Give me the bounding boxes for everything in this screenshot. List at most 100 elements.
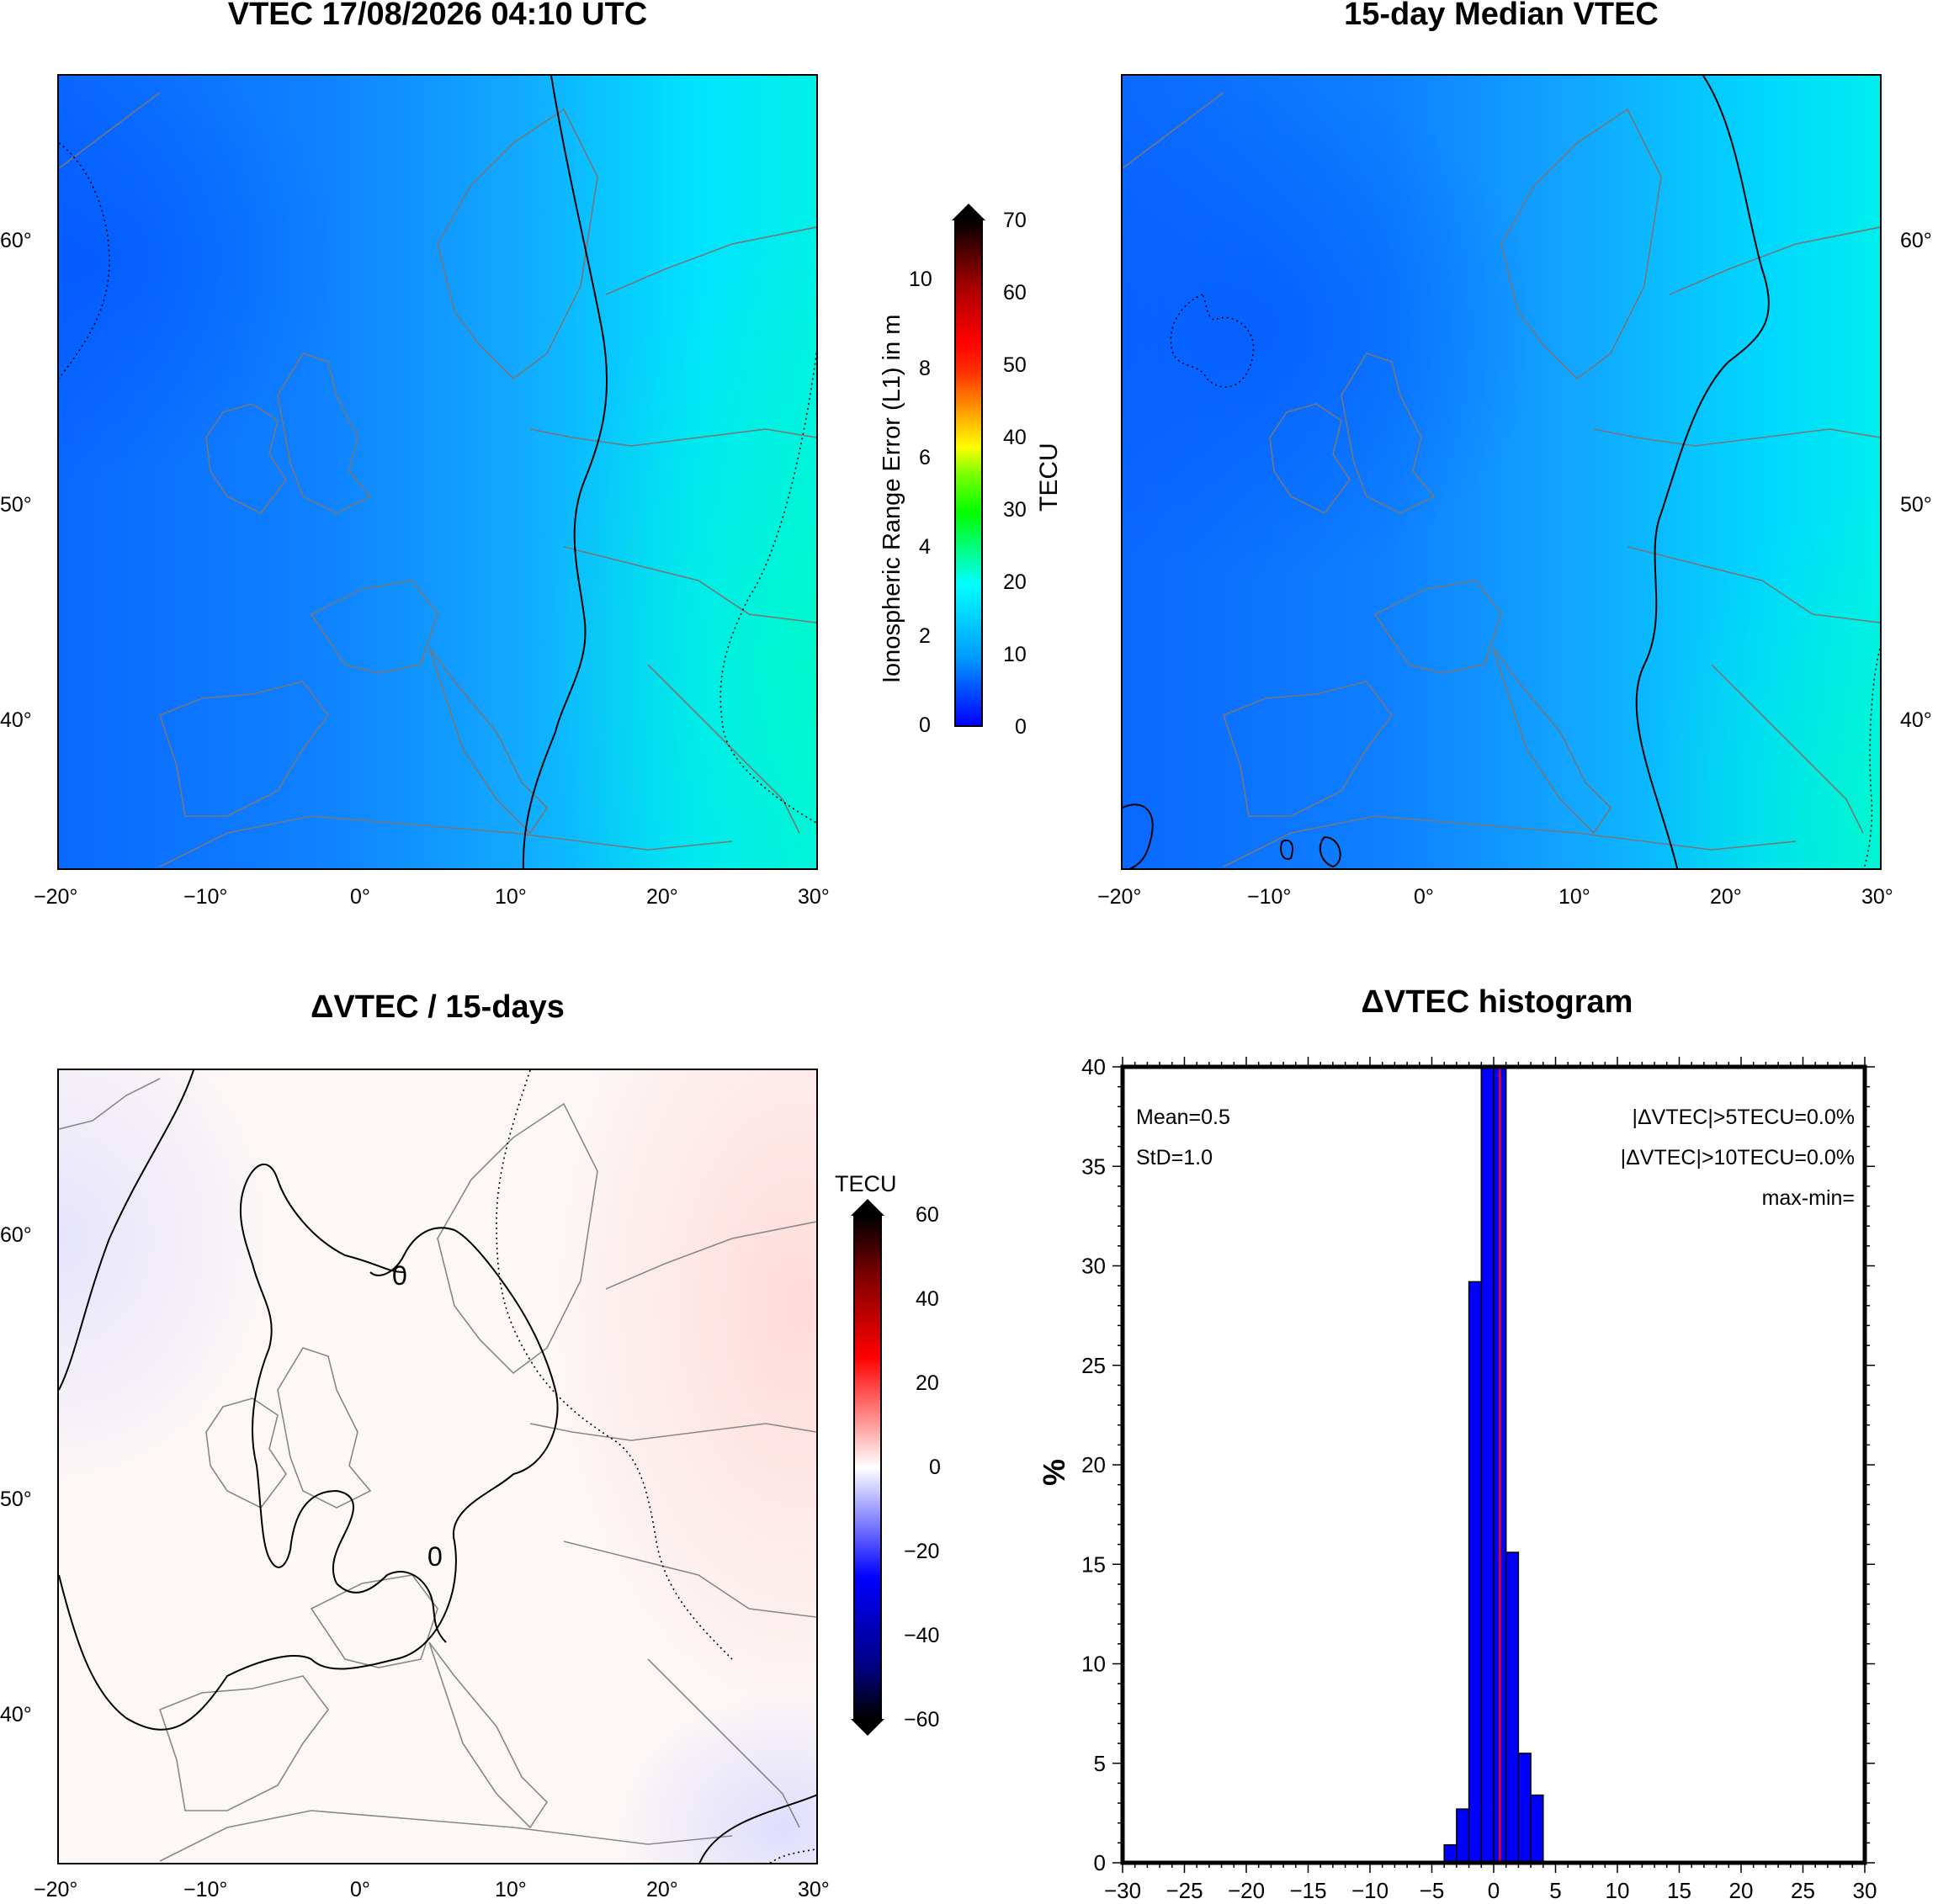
histogram-bar: [1517, 1753, 1532, 1864]
delta-lon-tick: −10°: [183, 1878, 228, 1901]
median-lat-tick: 40°: [1900, 708, 1932, 732]
tecu-tick: 30: [1003, 498, 1027, 522]
vtec-map-overlay: [59, 76, 816, 868]
histogram-x-tick-label: 25: [1791, 1878, 1815, 1903]
median-lon-tick: 0°: [1414, 885, 1434, 909]
histogram-y-tick-label: 5: [1094, 1751, 1106, 1776]
delta-contour-label: 0: [427, 1541, 443, 1572]
hist-mean: Mean=0.5: [1136, 1106, 1230, 1129]
delta-colorbar-tick: 40: [916, 1287, 939, 1311]
hist-std: StD=1.0: [1136, 1146, 1213, 1169]
histogram-bar: [1443, 1843, 1457, 1864]
vtec-map: [57, 74, 818, 870]
delta-colorbar-tick: 60: [916, 1203, 939, 1227]
vtec-lat-tick: 40°: [0, 708, 32, 732]
delta-colorbar-tick: 0: [929, 1456, 941, 1479]
histogram-x-tick-label: 20: [1729, 1878, 1754, 1903]
delta-lat-tick: 40°: [0, 1703, 32, 1726]
histogram-x-tick-label: 0: [1488, 1878, 1500, 1903]
median-lon-tick: 20°: [1710, 885, 1742, 909]
tecu-tick: 50: [1003, 353, 1027, 377]
histogram-x-tick-label: −15: [1289, 1878, 1326, 1903]
vtec-lon-tick: 20°: [646, 885, 678, 909]
histogram-x-tick-label: −25: [1165, 1878, 1203, 1903]
delta-lon-tick: −20°: [34, 1878, 78, 1901]
delta-colorbar: [853, 1215, 882, 1720]
delta-map-overlay: [59, 1070, 816, 1863]
delta-lon-tick: 0°: [350, 1878, 370, 1901]
delta-colorbar-tick: −20: [904, 1540, 940, 1563]
delta-colorbar-unit: TECU: [835, 1171, 897, 1196]
histogram-bar: [1480, 1066, 1495, 1864]
tecu-tick: 20: [1003, 570, 1027, 594]
histogram-y-tick-label: 0: [1094, 1850, 1106, 1875]
hist-gt5: |ΔVTEC|>5TECU=0.0%: [1632, 1106, 1855, 1129]
histogram-x-tick-label: 10: [1606, 1878, 1630, 1903]
tecu-tick: 0: [1015, 715, 1027, 739]
meter-tick: 2: [919, 624, 931, 648]
histogram-x-tick-label: −20: [1228, 1878, 1265, 1903]
hist-gt10: |ΔVTEC|>10TECU=0.0%: [1620, 1146, 1855, 1169]
delta-colorbar-top-arrow: [851, 1199, 884, 1216]
meter-tick: 0: [919, 713, 931, 737]
tecu-tick: 10: [1003, 643, 1027, 666]
delta-colorbar-tick: 20: [916, 1371, 939, 1395]
median-map-title: 15-day Median VTEC: [1344, 0, 1659, 32]
delta-map: 0 0: [57, 1069, 818, 1864]
vtec-colorbar-top-arrow: [952, 204, 985, 220]
vtec-map-title: VTEC 17/08/2026 04:10 UTC: [227, 0, 648, 32]
delta-lat-tick: 60°: [0, 1223, 32, 1247]
meter-tick: 6: [919, 446, 931, 469]
vtec-lon-tick: −10°: [183, 885, 228, 909]
meter-tick: 4: [919, 535, 931, 559]
histogram-y-tick-label: 20: [1081, 1452, 1106, 1477]
histogram-bar: [1505, 1551, 1520, 1864]
vtec-lon-tick: 0°: [350, 885, 370, 909]
hist-maxmin: max-min=: [1761, 1186, 1855, 1210]
histogram-x-tick-label: −5: [1420, 1878, 1445, 1903]
median-map-overlay: [1123, 76, 1880, 868]
vtec-colorbar: [954, 219, 983, 727]
histogram-bar: [1530, 1794, 1544, 1864]
median-lon-tick: 10°: [1558, 885, 1590, 909]
tecu-tick: 40: [1003, 426, 1027, 449]
vtec-lat-tick: 60°: [0, 229, 32, 252]
vtec-lon-tick: −20°: [34, 885, 78, 909]
histogram-y-tick-label: 10: [1081, 1652, 1106, 1677]
vtec-lon-tick: 30°: [798, 885, 830, 909]
median-map: [1121, 74, 1882, 870]
delta-map-title: ΔVTEC / 15-days: [311, 989, 565, 1025]
histogram-x-tick-label: 15: [1667, 1878, 1691, 1903]
histogram-y-tick-label: 30: [1081, 1254, 1106, 1279]
histogram-x-tick-label: −10: [1351, 1878, 1388, 1903]
histogram-bar: [1456, 1808, 1470, 1864]
tecu-tick: 60: [1003, 281, 1027, 305]
histogram-y-tick-label: 25: [1081, 1353, 1106, 1378]
median-lon-tick: −20°: [1097, 885, 1142, 909]
delta-colorbar-bottom-arrow: [851, 1719, 884, 1736]
histogram-bar: [1468, 1281, 1483, 1864]
tecu-tick: 70: [1003, 209, 1027, 232]
meter-tick: 10: [909, 268, 932, 291]
delta-lon-tick: 30°: [798, 1878, 830, 1901]
histogram-title: ΔVTEC histogram: [1361, 984, 1633, 1020]
histogram-y-tick-label: 35: [1081, 1154, 1106, 1179]
histogram-x-tick-label: 5: [1549, 1878, 1561, 1903]
meter-tick: 8: [919, 357, 931, 380]
median-lat-tick: 50°: [1900, 493, 1932, 517]
median-lat-tick: 60°: [1900, 229, 1932, 252]
delta-colorbar-tick: −60: [904, 1708, 940, 1732]
histogram-y-tick-label: 40: [1081, 1054, 1106, 1079]
histogram-x-tick-label: −30: [1104, 1878, 1141, 1903]
vtec-lon-tick: 10°: [495, 885, 527, 909]
vtec-lat-tick: 50°: [0, 493, 32, 517]
delta-contour-label: 0: [392, 1260, 407, 1291]
histogram-y-tick-label: 15: [1081, 1551, 1106, 1577]
delta-colorbar-tick: −40: [904, 1624, 940, 1647]
median-lon-tick: −10°: [1247, 885, 1292, 909]
histogram-x-tick-label: 30: [1853, 1878, 1877, 1903]
delta-lon-tick: 10°: [495, 1878, 527, 1901]
median-lon-tick: 30°: [1861, 885, 1893, 909]
delta-lon-tick: 20°: [646, 1878, 678, 1901]
